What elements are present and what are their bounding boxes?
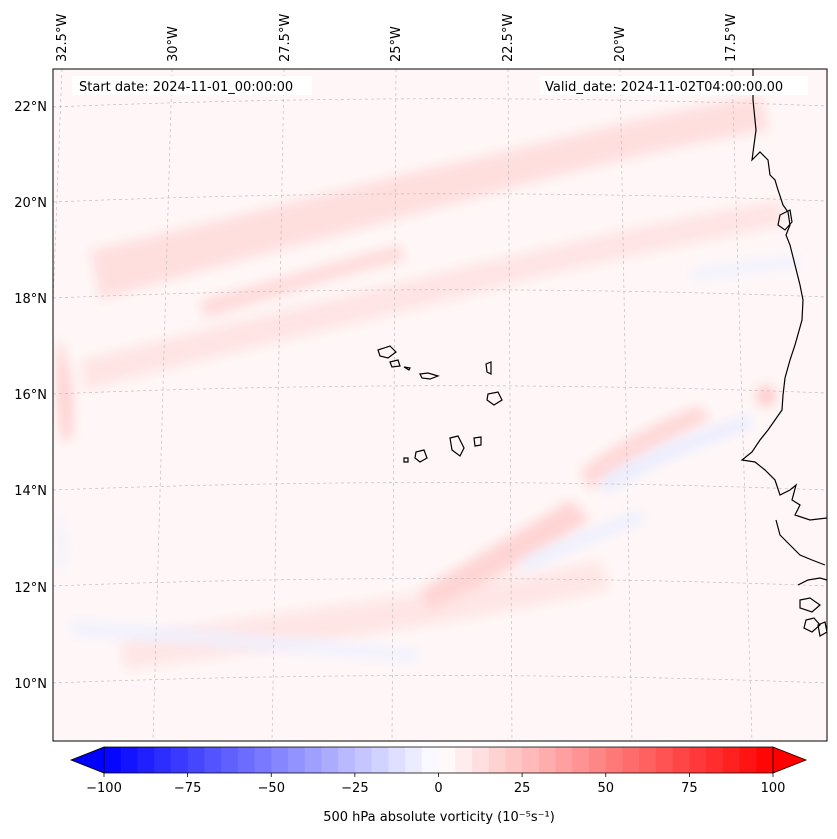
colorbar-cell <box>354 747 373 773</box>
lat-label: 12°N <box>14 581 47 596</box>
colorbar-cell <box>438 747 456 773</box>
valid-date-label: Valid_date: 2024-11-02T04:00:00.00 <box>545 80 783 95</box>
lon-label: 27.5°W <box>278 14 293 62</box>
colorbar: −100 −75 −50 −25 0 25 50 75 100 500 hPa absolute… <box>69 746 808 825</box>
lat-label: 16°N <box>14 388 47 403</box>
colorbar-cell <box>522 747 540 773</box>
lon-label: 25°W <box>389 26 404 62</box>
colorbar-cell <box>488 747 506 773</box>
colorbar-cell <box>706 747 724 773</box>
map-frame <box>52 68 828 742</box>
colorbar-cell <box>655 747 674 773</box>
colorbar-cell <box>237 747 256 773</box>
colorbar-cell <box>137 747 155 773</box>
colorbar-tick-label: 75 <box>681 781 698 796</box>
colorbar-cell <box>388 747 406 773</box>
colorbar-cell <box>622 747 640 773</box>
colorbar-low-extend <box>69 746 105 774</box>
lat-label: 22°N <box>14 100 47 115</box>
colorbar-cell <box>455 747 473 773</box>
lat-label: 20°N <box>14 196 47 211</box>
lat-label: 14°N <box>14 484 47 499</box>
colorbar-cell <box>287 747 306 773</box>
colorbar-cell <box>605 747 623 773</box>
colorbar-cell <box>371 747 389 773</box>
colorbar-ticks: −100 −75 −50 −25 0 25 50 75 100 <box>86 773 785 796</box>
colorbar-cell <box>154 747 172 773</box>
colorbar-high-extend <box>772 746 808 774</box>
colorbar-tick-label: −50 <box>258 781 285 796</box>
colorbar-cell <box>421 747 440 773</box>
colorbar-cell <box>689 747 707 773</box>
colorbar-tick-label: 100 <box>761 781 786 796</box>
colorbar-cell <box>538 747 557 773</box>
colorbar-tick-label: −75 <box>174 781 201 796</box>
colorbar-tick-label: −100 <box>86 781 122 796</box>
lon-label: 20°W <box>613 26 628 62</box>
colorbar-cell <box>572 747 590 773</box>
colorbar-cell <box>338 747 356 773</box>
lon-label: 30°W <box>166 26 181 62</box>
lon-label: 32.5°W <box>55 14 70 62</box>
cape-verde-islands <box>377 345 503 463</box>
colorbar-cell <box>555 747 573 773</box>
graticule <box>53 69 827 741</box>
latitude-labels: 22°N 20°N 18°N 16°N 14°N 12°N 10°N <box>14 100 47 692</box>
colorbar-cell <box>304 747 322 773</box>
colorbar-label: 500 hPa absolute vorticity (10⁻⁵s⁻¹) <box>323 810 555 825</box>
colorbar-cell <box>187 747 205 773</box>
colorbar-cell <box>405 747 423 773</box>
colorbar-tick-label: −25 <box>341 781 368 796</box>
lon-label: 17.5°W <box>724 14 739 62</box>
lat-label: 10°N <box>14 677 47 692</box>
colorbar-cell <box>170 747 189 773</box>
colorbar-cell <box>756 747 774 773</box>
colorbar-cell <box>722 747 741 773</box>
colorbar-cell <box>471 747 490 773</box>
vorticity-field <box>53 69 827 741</box>
coastline <box>740 69 827 637</box>
colorbar-cell <box>505 747 523 773</box>
longitude-labels: 32.5°W 30°W 27.5°W 25°W 22.5°W 20°W 17.5… <box>55 14 739 62</box>
colorbar-cells <box>104 747 774 773</box>
colorbar-cell <box>120 747 138 773</box>
lat-label: 18°N <box>14 292 47 307</box>
colorbar-cell <box>271 747 289 773</box>
colorbar-tick-label: 50 <box>597 781 614 796</box>
start-date-label: Start date: 2024-11-01_00:00:00 <box>79 80 293 95</box>
colorbar-tick-label: 0 <box>434 781 442 796</box>
colorbar-cell <box>254 747 272 773</box>
colorbar-cell <box>639 747 657 773</box>
colorbar-cell <box>589 747 607 773</box>
colorbar-cell <box>204 747 222 773</box>
colorbar-cell <box>221 747 239 773</box>
colorbar-cell <box>104 747 122 773</box>
colorbar-tick-label: 25 <box>514 781 531 796</box>
colorbar-cell <box>739 747 757 773</box>
colorbar-cell <box>672 747 690 773</box>
colorbar-cell <box>321 747 339 773</box>
lon-label: 22.5°W <box>501 14 516 62</box>
